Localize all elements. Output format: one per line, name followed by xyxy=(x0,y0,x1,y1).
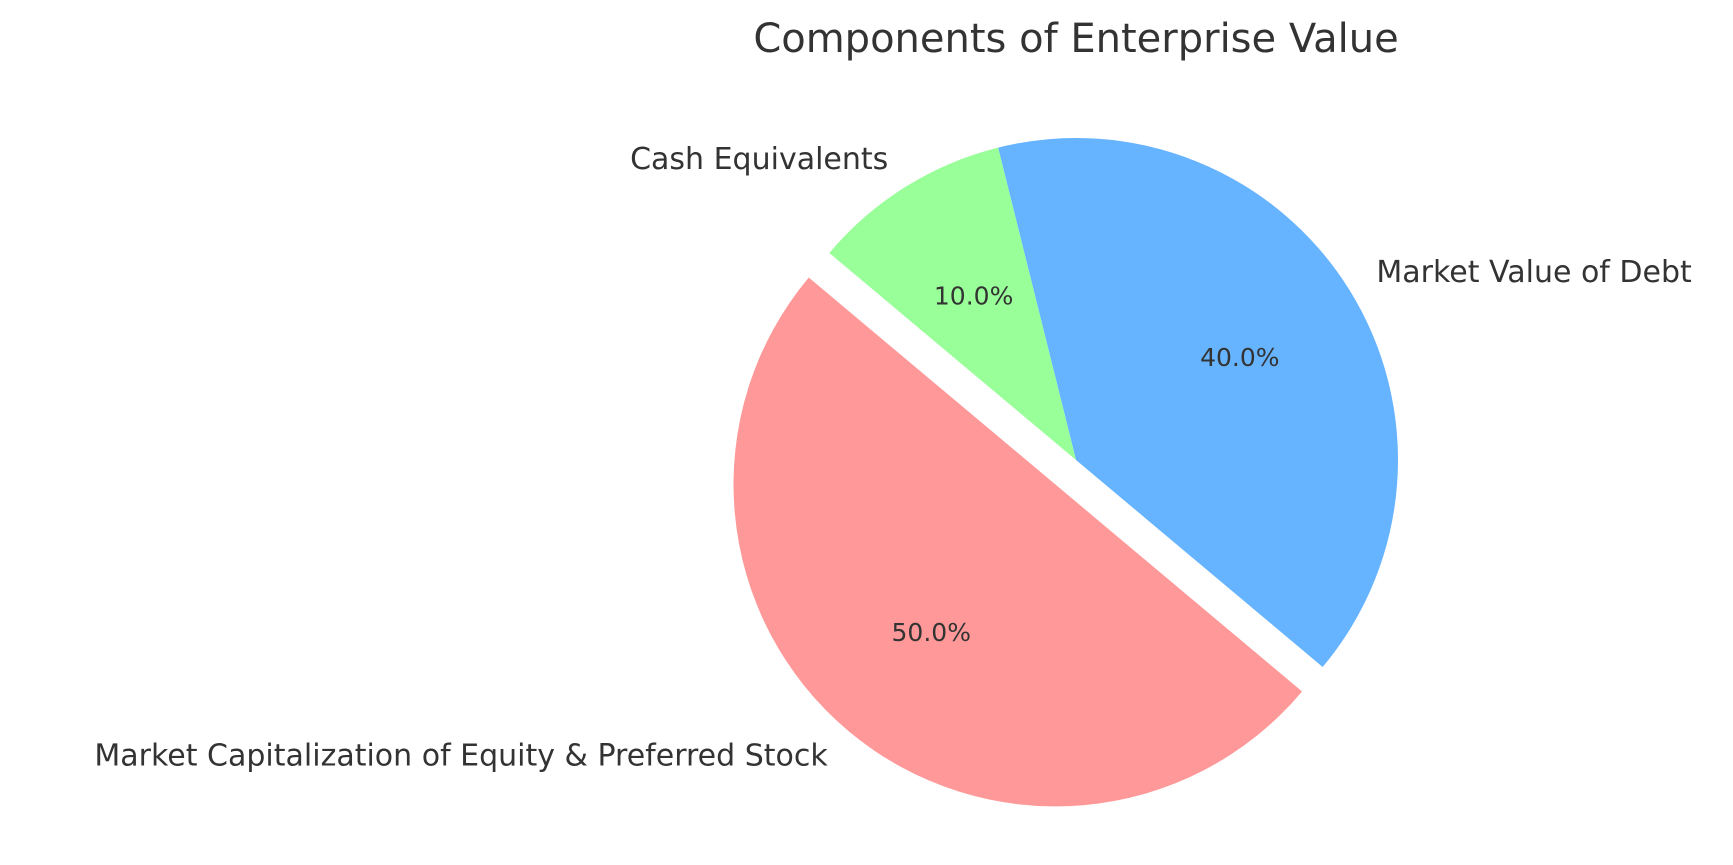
pie-slice-2 xyxy=(998,137,1399,667)
pie-slice-3 xyxy=(829,147,1076,461)
pie-labels: 50.0% Market Capitalization of Equity & P… xyxy=(94,142,1692,773)
pie-slices xyxy=(733,137,1399,807)
pie-slice-1 xyxy=(733,277,1303,807)
pie-category-label-3: Cash Equivalents xyxy=(630,142,888,177)
pie-category-label-2: Market Value of Debt xyxy=(1376,255,1692,290)
pie-category-label-1: Market Capitalization of Equity & Prefer… xyxy=(94,738,828,773)
pie-percent-label-1: 50.0% xyxy=(892,618,971,647)
chart-title: Components of Enterprise Value xyxy=(753,16,1398,62)
pie-percent-label-3: 10.0% xyxy=(934,282,1013,311)
pie-percent-label-2: 40.0% xyxy=(1200,343,1279,372)
